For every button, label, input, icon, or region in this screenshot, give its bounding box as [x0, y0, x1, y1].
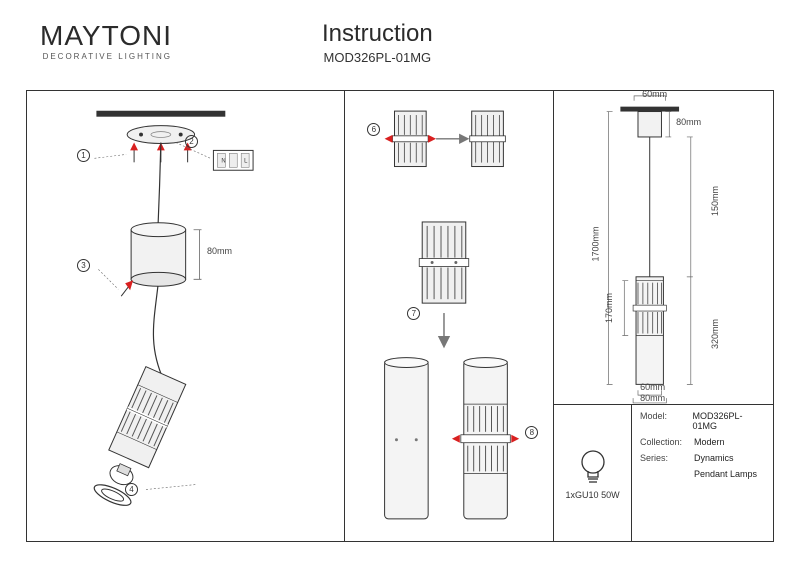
- assembly-diagram: N L: [27, 91, 344, 541]
- dimension-drawing: 60mm 80mm 1700mm 150mm 170mm 320mm 60mm …: [554, 91, 773, 405]
- step-7: 7: [407, 307, 420, 320]
- info-row: 1xGU10 50W Model: MOD326PL-01MG Collecti…: [554, 405, 773, 541]
- brand-logo: MAYTONI DECORATIVE LIGHTING: [40, 20, 172, 61]
- diagram-frame: N L: [26, 90, 774, 542]
- title-main: Instruction: [322, 20, 433, 48]
- header: MAYTONI DECORATIVE LIGHTING Instruction …: [0, 0, 800, 75]
- info-box: Model: MOD326PL-01MG Collection: Modern …: [632, 405, 773, 541]
- spec-panel: 60mm 80mm 1700mm 150mm 170mm 320mm 60mm …: [554, 91, 773, 541]
- step-4: 4: [125, 483, 138, 496]
- title-model: MOD326PL-01MG: [322, 50, 433, 65]
- info-series-label: Series:: [640, 453, 694, 463]
- dim-outer-w: 80mm: [640, 393, 665, 403]
- info-series: Dynamics: [694, 453, 734, 463]
- info-coll-label: Collection:: [640, 437, 694, 447]
- info-model-label: Model:: [640, 411, 693, 431]
- svg-text:N: N: [221, 158, 225, 164]
- brand-name: MAYTONI: [40, 20, 172, 52]
- dim-inner-w: 60mm: [640, 382, 665, 392]
- info-type-label: [640, 469, 694, 479]
- info-collection: Modern: [694, 437, 725, 447]
- step-8: 8: [525, 426, 538, 439]
- dimension-diagram: [554, 91, 773, 404]
- step-1: 1: [77, 149, 90, 162]
- dim-canopy-h: 80mm: [676, 117, 701, 127]
- shade-panel: 6 7 8: [345, 91, 554, 541]
- bulb-spec: 1xGU10 50W: [566, 490, 620, 500]
- title-block: Instruction MOD326PL-01MG: [322, 20, 433, 65]
- bulb-spec-box: 1xGU10 50W: [554, 405, 632, 541]
- brand-tagline: DECORATIVE LIGHTING: [40, 52, 172, 61]
- info-model: MOD326PL-01MG: [692, 411, 765, 431]
- dim-canopy: 80mm: [207, 246, 232, 256]
- dim-cable-h: 150mm: [710, 186, 720, 216]
- step-6: 6: [367, 123, 380, 136]
- bulb-icon: [578, 446, 608, 490]
- shade-diagram: [345, 91, 553, 541]
- assembly-panel: N L: [27, 91, 345, 541]
- step-2: 2: [185, 135, 198, 148]
- step-3: 3: [77, 259, 90, 272]
- info-type: Pendant Lamps: [694, 469, 757, 479]
- dim-pendant-h: 320mm: [710, 319, 720, 349]
- dim-total-h: 1700mm: [591, 226, 601, 261]
- dim-shade-h: 170mm: [604, 293, 614, 323]
- dim-top-w: 60mm: [642, 89, 667, 99]
